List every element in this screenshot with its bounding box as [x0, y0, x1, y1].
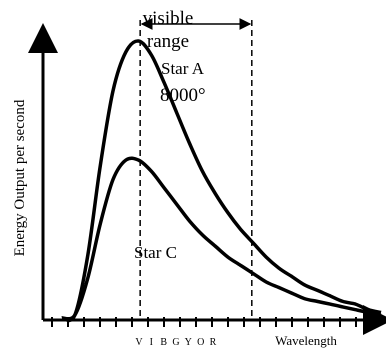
spectrum-letter: R	[210, 337, 217, 348]
x-axis-ticks	[51, 317, 373, 327]
star-a-temperature: 8000°	[160, 85, 206, 106]
spectrum-letter: O	[197, 337, 204, 348]
star-a-label: Star A	[161, 59, 205, 78]
y-axis-label: Energy Output per second	[12, 99, 28, 256]
visible-range-label-line1: visible	[143, 8, 194, 29]
star-c-label: Star C	[134, 243, 177, 262]
x-axis-label: Wavelength	[275, 333, 337, 348]
spectrum-letter: Y	[185, 337, 192, 348]
series-line-star-c	[61, 156, 382, 321]
spectrum-letter: B	[160, 337, 167, 348]
spectrum-letter: V	[135, 337, 143, 348]
visible-range-label-line2: range	[147, 31, 189, 52]
spectrum-letter: G	[172, 337, 179, 348]
series-line-star-a	[61, 39, 382, 323]
spectrum-letter: I	[150, 337, 153, 348]
